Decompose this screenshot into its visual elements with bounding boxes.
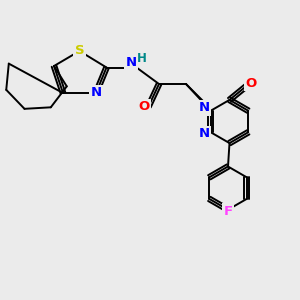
Text: O: O [138,100,150,113]
Text: N: N [125,56,137,69]
Text: S: S [75,44,84,58]
Text: N: N [91,86,101,100]
Text: O: O [246,77,257,90]
Text: S: S [75,44,84,58]
Text: F: F [224,205,232,218]
Text: H: H [137,52,147,65]
Text: N: N [199,127,210,140]
Text: N: N [199,101,210,114]
Text: N: N [90,86,102,100]
